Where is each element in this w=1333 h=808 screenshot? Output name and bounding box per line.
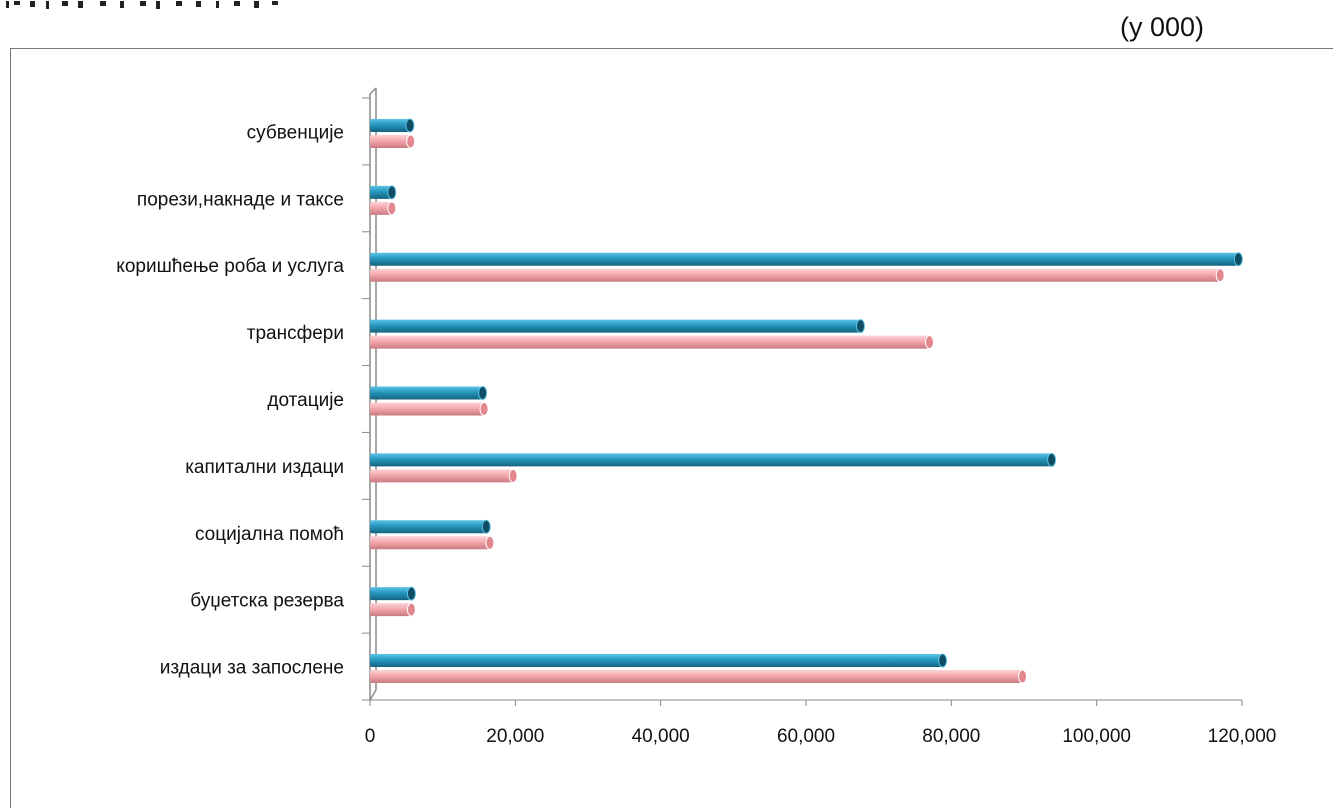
x-tick-label: 20,000 xyxy=(486,726,544,747)
data-bar xyxy=(370,320,861,333)
data-bar-end-cap xyxy=(857,320,865,333)
data-bar xyxy=(370,269,1220,282)
category-label: субвенције xyxy=(247,122,344,143)
data-bar xyxy=(370,387,483,400)
y-axis-bottom-edge xyxy=(370,690,376,700)
data-bar-end-cap xyxy=(407,135,415,148)
data-bar xyxy=(370,469,513,482)
category-label: капитални издаци xyxy=(185,457,344,478)
data-bar-end-cap xyxy=(480,403,488,416)
category-label: коришћење роба и услуга xyxy=(116,256,344,277)
category-label: порези,накнаде и таксе xyxy=(137,189,344,210)
data-bar xyxy=(370,520,486,533)
data-bar-end-cap xyxy=(1019,670,1027,683)
data-bar-end-cap xyxy=(509,469,517,482)
category-label: буџетска резерва xyxy=(190,591,344,612)
category-label: социјална помоћ xyxy=(195,524,344,545)
data-bar xyxy=(370,587,411,600)
data-bar-end-cap xyxy=(1216,269,1224,282)
x-tick-label: 80,000 xyxy=(922,726,980,747)
data-bar-end-cap xyxy=(388,202,396,215)
data-bar xyxy=(370,536,490,549)
data-bar xyxy=(370,654,943,667)
data-bar xyxy=(370,670,1023,683)
data-bar xyxy=(370,453,1052,466)
data-bar xyxy=(370,603,411,616)
data-bar-end-cap xyxy=(482,520,490,533)
data-bar xyxy=(370,135,411,148)
data-bar xyxy=(370,403,484,416)
category-label: трансфери xyxy=(247,323,344,344)
chart-bars xyxy=(370,119,1242,683)
data-bar xyxy=(370,336,930,349)
data-bar-end-cap xyxy=(939,654,947,667)
data-bar xyxy=(370,119,410,132)
data-bar-end-cap xyxy=(926,336,934,349)
data-bar-end-cap xyxy=(406,119,414,132)
x-tick-label: 40,000 xyxy=(632,726,690,747)
x-tick-label: 100,000 xyxy=(1062,726,1131,747)
x-tick-label: 0 xyxy=(365,726,376,747)
category-label: дотације xyxy=(267,390,344,411)
data-bar-end-cap xyxy=(486,536,494,549)
y-axis-top-edge xyxy=(370,88,376,94)
data-bar-end-cap xyxy=(479,387,487,400)
data-bar-end-cap xyxy=(388,186,396,199)
x-tick-label: 60,000 xyxy=(777,726,835,747)
x-tick-label: 120,000 xyxy=(1208,726,1277,747)
data-bar-end-cap xyxy=(1048,453,1056,466)
chart-axes xyxy=(362,88,1242,706)
chart-labels: 0 20,000 40,000 60,000 80,000 100,000 120,000 с… xyxy=(116,122,1276,747)
data-bar-end-cap xyxy=(1234,253,1242,266)
bar-chart: 0 20,000 40,000 60,000 80,000 100,000 120,000 с… xyxy=(0,0,1333,771)
data-bar xyxy=(370,253,1238,266)
category-label: издаци за запослене xyxy=(160,658,344,679)
data-bar-end-cap xyxy=(407,603,415,616)
data-bar-end-cap xyxy=(407,587,415,600)
